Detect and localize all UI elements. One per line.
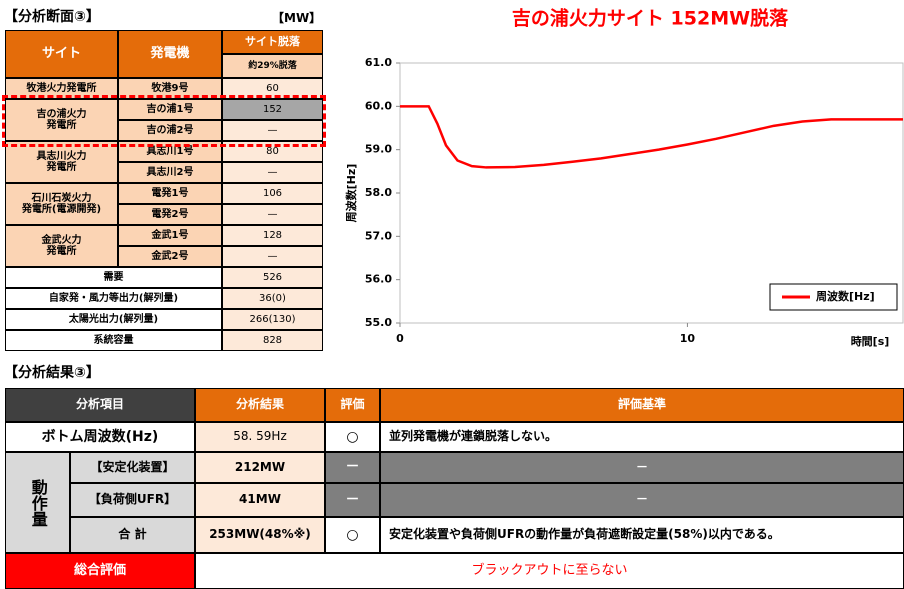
x-tick-label: 10 — [680, 332, 696, 345]
overall-result: ブラックアウトに至らない — [195, 553, 904, 589]
legend-label: 周波数[Hz] — [816, 289, 875, 303]
evaluation-cell: － — [325, 452, 380, 483]
text: 具志川火力 — [36, 150, 87, 162]
evaluation-cell: ○ — [325, 517, 380, 553]
total-label: 需要 — [5, 267, 222, 288]
criterion-cell: － — [380, 452, 904, 483]
header-cell: 評価 — [325, 388, 380, 422]
total-value: 266(130) — [222, 309, 323, 330]
group-cell: 動作量 — [5, 452, 70, 553]
item-cell: 【安定化装置】 — [70, 452, 195, 483]
header-cell: 約29%脱落 — [222, 54, 323, 78]
y-tick-label: 58.0 — [365, 186, 392, 199]
y-tick-label: 57.0 — [365, 229, 392, 242]
chart: 吉の浦火力サイト 152MW脱落 時間[s] 周波数[Hz] 55.0 56.0 5… — [344, 7, 904, 348]
generator-cell: 電発1号 — [118, 183, 222, 204]
generator-cell: 牧港9号 — [118, 78, 222, 99]
value-cell: 60 — [222, 78, 323, 99]
result-cell: 253MW(48%※) — [195, 517, 325, 553]
header-cell: サイト脱落 — [222, 30, 323, 54]
value-cell: — — [222, 246, 323, 267]
header-cell: 分析項目 — [5, 388, 195, 422]
overall-label: 総合評価 — [5, 553, 195, 589]
total-value: 526 — [222, 267, 323, 288]
item-cell: 【負荷側UFR】 — [70, 483, 195, 517]
y-axis-label: 周波数[Hz] — [344, 164, 358, 223]
site-cell: 具志川火力 発電所 — [5, 141, 118, 183]
generator-cell: 金武2号 — [118, 246, 222, 267]
item-cell: 合 計 — [70, 517, 195, 553]
generator-cell: 電発2号 — [118, 204, 222, 225]
result-cell: 58. 59Hz — [195, 422, 325, 452]
site-cell: 吉の浦火力 発電所 — [5, 99, 118, 141]
criterion-cell: － — [380, 483, 904, 517]
x-axis-label: 時間[s] — [851, 334, 890, 348]
text: 発電所(電源開発) — [21, 204, 102, 215]
generator-cell: 吉の浦1号 — [118, 99, 222, 120]
text: 発電所 — [46, 120, 77, 131]
criterion-cell: 安定化装置や負荷側UFRの動作量が負荷遮断設定量(58%)以内である。 — [380, 517, 904, 553]
chart-title: 吉の浦火力サイト 152MW脱落 — [512, 7, 789, 30]
text: 牧港火力発電所 — [26, 82, 97, 94]
text: 金武火力 — [41, 234, 82, 246]
generator-cell: 金武1号 — [118, 225, 222, 246]
item-cell: ボトム周波数(Hz) — [5, 422, 195, 452]
section-title: 【分析結果③】 — [4, 365, 100, 381]
value-cell: 128 — [222, 225, 323, 246]
total-label: 自家発・風力等出力(解列量) — [5, 288, 222, 309]
site-cell: 石川石炭火力 発電所(電源開発) — [5, 183, 118, 225]
evaluation-cell: ○ — [325, 422, 380, 452]
value-cell: — — [222, 120, 323, 141]
y-tick-label: 61.0 — [365, 56, 392, 69]
value-cell: — — [222, 204, 323, 225]
y-tick-label: 56.0 — [365, 273, 392, 286]
header-cell: 評価基準 — [380, 388, 904, 422]
site-cell: 牧港火力発電所 — [5, 78, 118, 99]
total-value: 36(0) — [222, 288, 323, 309]
value-cell: — — [222, 162, 323, 183]
text: 発電所 — [46, 246, 77, 257]
evaluation-cell: － — [325, 483, 380, 517]
value-cell: 106 — [222, 183, 323, 204]
criterion-cell: 並列発電機が連鎖脱落しない。 — [380, 422, 904, 452]
header-cell: サイト — [5, 30, 118, 78]
highlight-box — [2, 95, 326, 147]
site-cell: 金武火力 発電所 — [5, 225, 118, 267]
unit: 【MW】 — [272, 11, 322, 25]
value-cell: 152 — [222, 99, 323, 120]
generator-cell: 具志川2号 — [118, 162, 222, 183]
text: 吉の浦火力 — [36, 108, 87, 120]
line-series — [400, 105, 903, 169]
result-cell: 212MW — [195, 452, 325, 483]
header-cell: 分析結果 — [195, 388, 325, 422]
generator-cell: 吉の浦2号 — [118, 120, 222, 141]
y-tick-label: 59.0 — [365, 143, 392, 156]
y-tick-label: 60.0 — [365, 99, 392, 112]
x-tick-label: 0 — [396, 332, 404, 345]
y-tick-label: 55.0 — [365, 316, 392, 329]
total-value: 828 — [222, 330, 323, 351]
total-label: 系統容量 — [5, 330, 222, 351]
header-cell: 発電機 — [118, 30, 222, 78]
result-cell: 41MW — [195, 483, 325, 517]
text: 石川石炭火力 — [31, 192, 92, 204]
total-label: 太陽光出力(解列量) — [5, 309, 222, 330]
section-title: 【分析断面③】 — [4, 9, 100, 25]
text: 発電所 — [46, 162, 77, 173]
